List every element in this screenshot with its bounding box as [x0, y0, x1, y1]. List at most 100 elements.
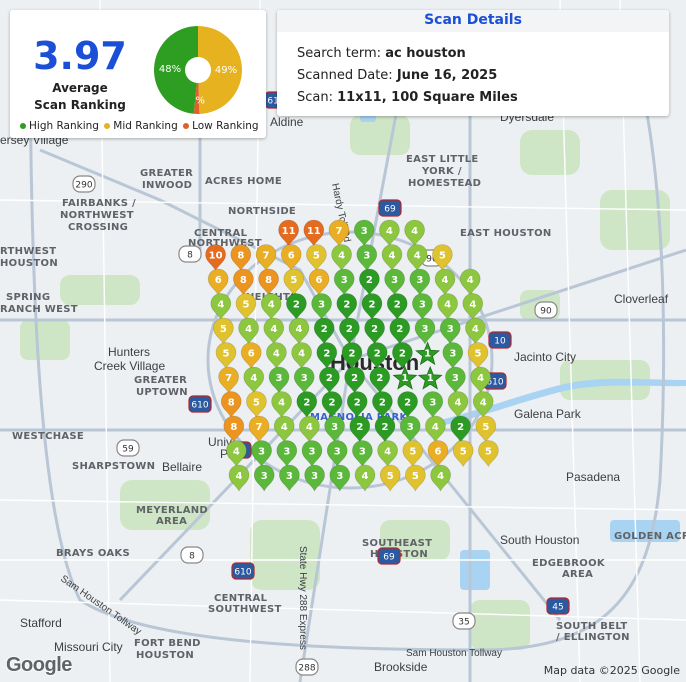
rank-pin[interactable]: 2 [371, 391, 393, 419]
rank-pin[interactable]: 4 [424, 415, 446, 443]
rank-pin[interactable]: 3 [324, 415, 346, 443]
rank-pin[interactable]: 5 [402, 440, 424, 468]
rank-pin[interactable]: 3 [276, 440, 298, 468]
rank-pin[interactable]: 1 [392, 365, 418, 390]
rank-pin[interactable]: 2 [389, 317, 411, 345]
rank-pin[interactable]: 1 [417, 365, 443, 390]
rank-pin[interactable]: 3 [329, 464, 351, 492]
rank-pin[interactable]: 2 [391, 342, 413, 370]
rank-pin[interactable]: 4 [381, 244, 403, 272]
rank-pin[interactable]: 4 [470, 366, 492, 394]
rank-pin[interactable]: 5 [475, 415, 497, 443]
rank-pin[interactable]: 3 [414, 317, 436, 345]
rank-pin[interactable]: 11 [303, 219, 325, 247]
rank-pin[interactable]: 5 [379, 464, 401, 492]
rank-pin[interactable]: 4 [228, 464, 250, 492]
rank-pin[interactable]: 4 [462, 293, 484, 321]
rank-pin[interactable]: 4 [404, 219, 426, 247]
rank-pin[interactable]: 3 [293, 366, 315, 394]
rank-pin[interactable]: 4 [447, 391, 469, 419]
rank-pin[interactable]: 4 [225, 440, 247, 468]
rank-pin[interactable]: 3 [333, 268, 355, 296]
rank-pin[interactable]: 2 [285, 293, 307, 321]
rank-pin[interactable]: 8 [258, 268, 280, 296]
rank-pin[interactable]: 5 [431, 244, 453, 272]
rank-pin[interactable]: 2 [397, 391, 419, 419]
rank-pin[interactable]: 5 [212, 317, 234, 345]
rank-pin[interactable]: 3 [399, 415, 421, 443]
rank-pin[interactable]: 5 [215, 342, 237, 370]
rank-pin[interactable]: 6 [207, 268, 229, 296]
rank-pin[interactable]: 8 [223, 415, 245, 443]
rank-pin[interactable]: 6 [308, 268, 330, 296]
rank-pin[interactable]: 4 [378, 219, 400, 247]
rank-pin[interactable]: 4 [434, 268, 456, 296]
rank-pin[interactable]: 5 [305, 244, 327, 272]
rank-pin[interactable]: 3 [442, 342, 464, 370]
rank-pin[interactable]: 7 [248, 415, 270, 443]
rank-pin[interactable]: 4 [331, 244, 353, 272]
rank-pin[interactable]: 3 [268, 366, 290, 394]
rank-pin[interactable]: 4 [271, 391, 293, 419]
rank-pin[interactable]: 8 [232, 268, 254, 296]
rank-pin[interactable]: 4 [472, 391, 494, 419]
rank-pin[interactable]: 3 [411, 293, 433, 321]
rank-pin[interactable]: 4 [406, 244, 428, 272]
rank-pin[interactable]: 2 [296, 391, 318, 419]
rank-pin[interactable]: 3 [439, 317, 461, 345]
rank-pin[interactable]: 2 [450, 415, 472, 443]
rank-pin[interactable]: 2 [313, 317, 335, 345]
rank-pin[interactable]: 2 [364, 317, 386, 345]
rank-pin[interactable]: 4 [291, 342, 313, 370]
rank-pin[interactable]: 5 [245, 391, 267, 419]
rank-pin[interactable]: 8 [230, 244, 252, 272]
rank-pins[interactable]: 11 11 7 3 4 410 8 7 6 5 4 3 4 4 56 8 8 5 6 3 2 3 3 4 44 5 4 2 3 2 2 2 3 4… [205, 219, 499, 492]
rank-pin[interactable]: 3 [444, 366, 466, 394]
rank-pin[interactable]: 3 [422, 391, 444, 419]
rank-pin[interactable]: 6 [280, 244, 302, 272]
rank-pin[interactable]: 4 [298, 415, 320, 443]
rank-pin[interactable]: 3 [384, 268, 406, 296]
rank-pin[interactable]: 4 [288, 317, 310, 345]
rank-pin[interactable]: 1 [415, 341, 441, 366]
rank-pin[interactable]: 4 [260, 293, 282, 321]
rank-pin[interactable]: 3 [351, 440, 373, 468]
rank-pin[interactable]: 6 [240, 342, 262, 370]
rank-pin[interactable]: 2 [358, 268, 380, 296]
rank-pin[interactable]: 2 [321, 391, 343, 419]
rank-pin[interactable]: 7 [218, 366, 240, 394]
rank-pin[interactable]: 7 [328, 219, 350, 247]
rank-pin[interactable]: 2 [349, 415, 371, 443]
rank-pin[interactable]: 3 [326, 440, 348, 468]
rank-pin[interactable]: 5 [404, 464, 426, 492]
rank-pin[interactable]: 8 [220, 391, 242, 419]
rank-pin[interactable]: 4 [263, 317, 285, 345]
rank-pin[interactable]: 4 [459, 268, 481, 296]
rank-pin[interactable]: 5 [477, 440, 499, 468]
rank-pin[interactable]: 3 [304, 464, 326, 492]
rank-pin[interactable]: 4 [430, 464, 452, 492]
rank-pin[interactable]: 3 [409, 268, 431, 296]
rank-pin[interactable]: 4 [464, 317, 486, 345]
rank-pin[interactable]: 2 [336, 293, 358, 321]
rank-pin[interactable]: 4 [273, 415, 295, 443]
rank-pin[interactable]: 2 [338, 317, 360, 345]
rank-pin[interactable]: 7 [255, 244, 277, 272]
rank-pin[interactable]: 5 [235, 293, 257, 321]
rank-pin[interactable]: 3 [253, 464, 275, 492]
rank-pin[interactable]: 3 [356, 244, 378, 272]
rank-pin[interactable]: 2 [369, 366, 391, 394]
rank-pin[interactable]: 4 [437, 293, 459, 321]
rank-pin[interactable]: 4 [354, 464, 376, 492]
rank-pin[interactable]: 11 [278, 219, 300, 247]
rank-pin[interactable]: 4 [238, 317, 260, 345]
rank-pin[interactable]: 2 [318, 366, 340, 394]
rank-pin[interactable]: 2 [346, 391, 368, 419]
rank-pin[interactable]: 3 [311, 293, 333, 321]
rank-pin[interactable]: 3 [251, 440, 273, 468]
rank-pin[interactable]: 2 [344, 366, 366, 394]
rank-pin[interactable]: 4 [265, 342, 287, 370]
rank-pin[interactable]: 2 [366, 342, 388, 370]
rank-pin[interactable]: 2 [316, 342, 338, 370]
rank-pin[interactable]: 2 [361, 293, 383, 321]
